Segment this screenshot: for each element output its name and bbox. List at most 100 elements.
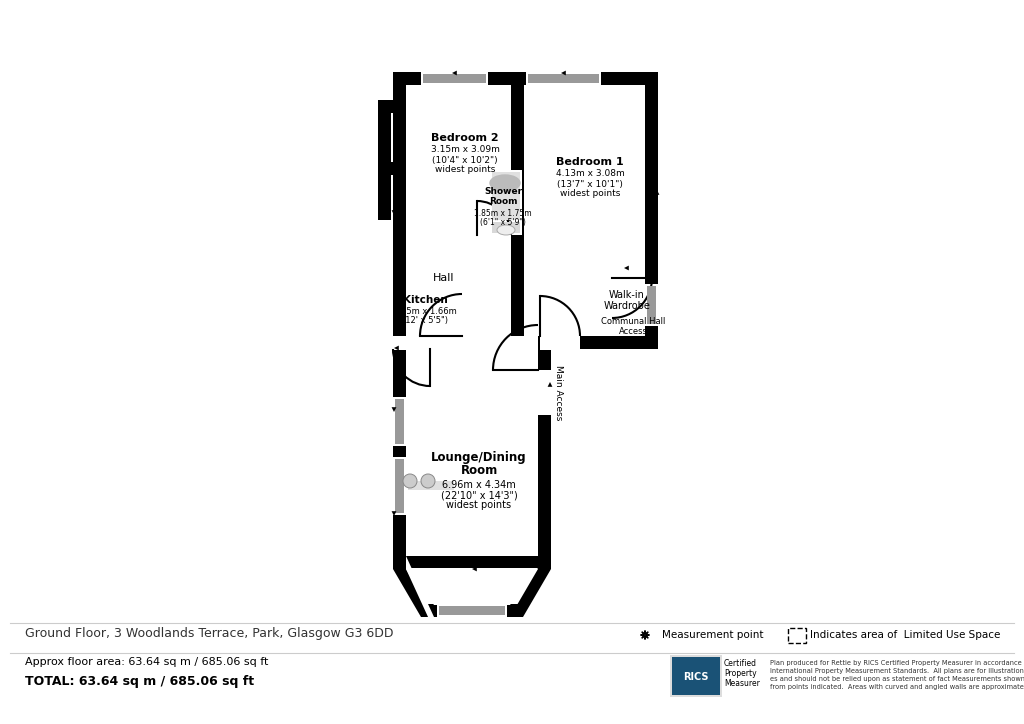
Polygon shape — [406, 568, 538, 605]
Text: (10'4" x 10'2"): (10'4" x 10'2") — [432, 156, 498, 164]
Bar — [528, 74, 599, 83]
Text: Bedroom 1: Bedroom 1 — [556, 157, 624, 167]
Bar — [538, 370, 552, 415]
Text: (6'1" x 5'9"): (6'1" x 5'9") — [480, 217, 526, 227]
Bar — [511, 72, 524, 349]
Bar — [672, 657, 720, 695]
Text: Measurer: Measurer — [724, 678, 760, 688]
Text: widest points: widest points — [560, 190, 621, 198]
Polygon shape — [391, 511, 396, 516]
Bar — [645, 284, 658, 326]
Circle shape — [403, 474, 417, 488]
Bar — [477, 157, 535, 248]
Bar — [421, 604, 523, 617]
Bar — [540, 336, 580, 350]
Text: Hall: Hall — [433, 273, 455, 283]
Bar — [439, 606, 505, 615]
Bar — [391, 113, 393, 162]
Text: Main Access: Main Access — [554, 366, 562, 421]
Polygon shape — [472, 567, 477, 571]
Polygon shape — [394, 345, 398, 350]
Text: Certified: Certified — [724, 659, 757, 668]
Polygon shape — [393, 569, 434, 617]
Bar — [423, 74, 486, 83]
Bar — [421, 72, 488, 85]
Text: Walk-in: Walk-in — [609, 290, 645, 300]
Bar — [477, 235, 511, 249]
Text: Bedroom 2: Bedroom 2 — [431, 133, 499, 143]
Bar — [788, 628, 806, 643]
Text: (13'7" x 10'1"): (13'7" x 10'1") — [557, 180, 623, 188]
Text: Wardrobe: Wardrobe — [603, 301, 650, 311]
Bar — [647, 286, 656, 324]
Text: 1.85m x 1.75m: 1.85m x 1.75m — [474, 209, 531, 219]
Text: Kitchen: Kitchen — [402, 295, 447, 305]
Bar — [393, 556, 551, 569]
Polygon shape — [391, 210, 396, 215]
Bar — [599, 268, 612, 349]
Polygon shape — [391, 407, 396, 412]
Bar — [393, 479, 469, 492]
Text: Lounge/Dining: Lounge/Dining — [431, 452, 526, 465]
Text: 3.15m x 3.09m: 3.15m x 3.09m — [430, 146, 500, 154]
Bar — [670, 655, 722, 697]
Bar — [492, 172, 520, 220]
Text: Room: Room — [461, 463, 498, 476]
Text: TOTAL: 63.64 sq m / 685.06 sq ft: TOTAL: 63.64 sq m / 685.06 sq ft — [25, 675, 254, 689]
Text: W: W — [380, 125, 390, 135]
Ellipse shape — [490, 175, 520, 191]
Circle shape — [421, 474, 435, 488]
Bar — [392, 336, 430, 350]
Text: Measurement point: Measurement point — [662, 630, 764, 640]
Bar — [612, 281, 645, 336]
Bar — [511, 291, 524, 336]
Bar — [378, 162, 406, 220]
Text: Approx floor area: 63.64 sq m / 685.06 sq ft: Approx floor area: 63.64 sq m / 685.06 s… — [25, 657, 268, 667]
Text: Room: Room — [488, 198, 517, 206]
Bar — [406, 336, 538, 556]
Text: Access: Access — [618, 327, 647, 335]
Bar — [393, 397, 406, 446]
Bar — [395, 459, 404, 513]
Bar — [526, 72, 601, 85]
Polygon shape — [510, 569, 551, 617]
Text: (12' x 5'5"): (12' x 5'5") — [402, 316, 449, 326]
Text: 6.96m x 4.34m: 6.96m x 4.34m — [442, 480, 516, 490]
Bar — [393, 336, 406, 569]
Bar — [395, 399, 404, 444]
Polygon shape — [406, 556, 434, 630]
Text: 4.13m x 3.08m: 4.13m x 3.08m — [556, 169, 625, 179]
Text: Communal Hall: Communal Hall — [601, 318, 666, 327]
Bar — [391, 175, 393, 220]
Text: widest points: widest points — [435, 166, 496, 174]
Text: C: C — [382, 185, 388, 195]
Bar — [406, 85, 511, 336]
Bar — [538, 349, 551, 569]
Text: Ground Floor, 3 Woodlands Terrace, Park, Glasgow G3 6DD: Ground Floor, 3 Woodlands Terrace, Park,… — [25, 628, 393, 641]
Bar — [408, 481, 454, 490]
Bar — [393, 457, 406, 515]
Bar — [406, 349, 456, 479]
Polygon shape — [548, 382, 552, 387]
Text: RICS: RICS — [683, 672, 709, 682]
Bar — [490, 170, 522, 235]
Polygon shape — [561, 71, 566, 75]
Text: (22'10" x 14'3"): (22'10" x 14'3") — [440, 490, 517, 500]
Bar — [420, 336, 462, 350]
Bar — [406, 291, 511, 304]
Bar — [456, 336, 469, 492]
Bar — [492, 222, 520, 233]
Text: 3.65m x 1.66m: 3.65m x 1.66m — [393, 306, 457, 316]
Bar — [599, 278, 613, 318]
Text: Shower: Shower — [484, 188, 522, 196]
Text: Indicates area of  Limited Use Space: Indicates area of Limited Use Space — [810, 630, 1000, 640]
Polygon shape — [452, 71, 457, 75]
Polygon shape — [394, 355, 398, 359]
Text: Property: Property — [724, 668, 757, 678]
Bar — [393, 72, 406, 349]
Bar — [393, 336, 658, 349]
Polygon shape — [654, 190, 659, 195]
Bar — [378, 100, 406, 162]
Bar — [599, 268, 645, 281]
Text: widest points: widest points — [446, 500, 512, 510]
